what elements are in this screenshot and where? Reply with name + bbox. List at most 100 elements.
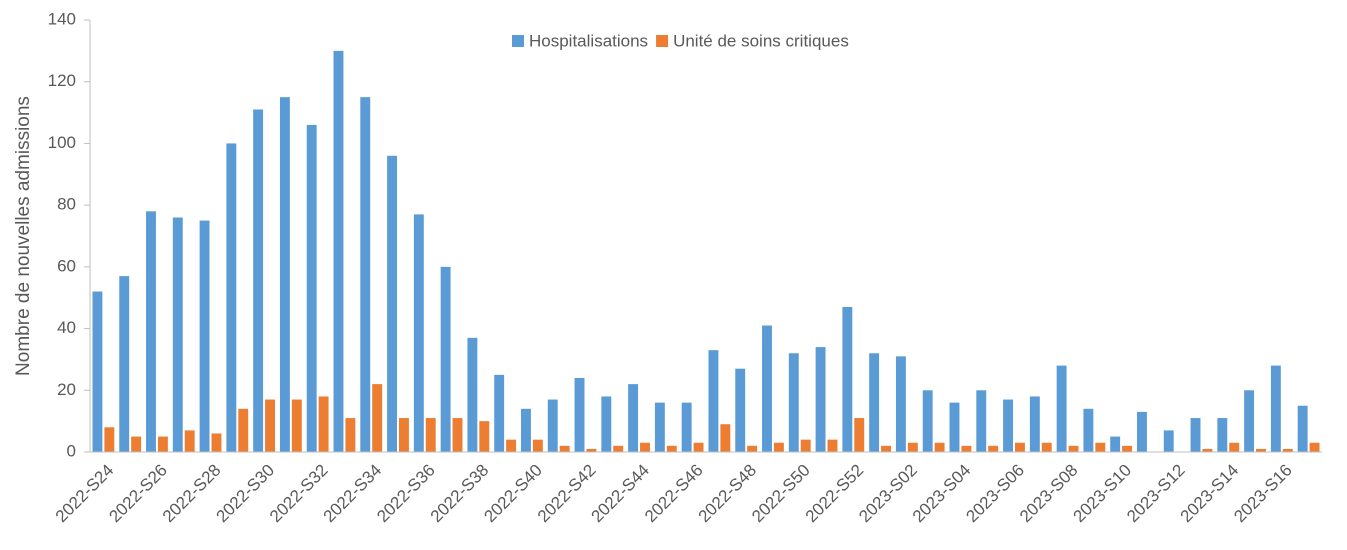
bar [1282, 448, 1293, 452]
y-tick-label: 80 [57, 195, 76, 214]
bar [574, 377, 585, 452]
bar [318, 396, 329, 452]
bar [681, 402, 692, 452]
bar [922, 390, 933, 452]
bar [333, 50, 344, 452]
bar [279, 97, 290, 453]
bar [1137, 411, 1147, 452]
y-axis-label: Nombre de nouvelles admissions [13, 96, 34, 376]
x-tick-label: 2022-S34 [320, 461, 386, 527]
bar [815, 347, 826, 452]
x-tick-label: 2022-S42 [534, 461, 600, 527]
x-tick-label: 2022-S50 [748, 461, 814, 527]
legend-label: Unité de soins critiques [673, 31, 849, 50]
bar [291, 399, 302, 452]
bar [413, 214, 424, 452]
bar [1244, 390, 1255, 452]
bar [586, 448, 597, 452]
x-tick-label: 2022-S52 [802, 461, 868, 527]
bar [869, 353, 880, 452]
x-tick-label: 2022-S24 [52, 461, 118, 527]
bar [988, 445, 999, 452]
bar [949, 402, 960, 452]
x-tick-label: 2023-S16 [1230, 461, 1296, 527]
x-tick-label: 2023-S14 [1177, 461, 1243, 527]
bar [547, 399, 558, 452]
bar [827, 439, 838, 452]
x-tick-label: 2023-S04 [909, 461, 975, 527]
bar [1202, 448, 1213, 452]
bar [360, 97, 371, 453]
bar [1122, 445, 1133, 452]
legend-swatch [512, 35, 524, 47]
bar [976, 390, 987, 452]
bar [199, 220, 210, 452]
bar [1217, 418, 1228, 452]
bar [800, 439, 811, 452]
x-tick-label: 2022-S28 [159, 461, 225, 527]
bar [131, 436, 142, 452]
bar [1190, 418, 1201, 452]
bar [1297, 405, 1308, 452]
bar [934, 442, 945, 452]
bar [372, 384, 383, 452]
bar [479, 421, 490, 452]
bar [399, 418, 409, 452]
bar [654, 402, 665, 452]
bar [1309, 442, 1320, 452]
bar [345, 418, 356, 452]
bar [720, 424, 731, 452]
x-tick-label: 2022-S48 [695, 461, 761, 527]
bar [92, 291, 103, 452]
x-tick-label: 2023-S06 [962, 461, 1028, 527]
bar [1041, 442, 1052, 452]
bar [601, 396, 612, 452]
bar [425, 418, 436, 452]
bar [666, 445, 677, 452]
x-tick-label: 2023-S02 [855, 461, 921, 527]
bar [559, 445, 570, 452]
bar [895, 356, 906, 452]
bar [1256, 448, 1266, 452]
bar [440, 266, 451, 452]
x-tick-label: 2023-S10 [1070, 461, 1136, 527]
bar [467, 337, 478, 452]
bar [306, 124, 317, 453]
y-tick-label: 140 [48, 9, 76, 28]
bar [628, 384, 639, 452]
bar [1270, 365, 1281, 452]
x-tick-label: 2022-S32 [266, 461, 332, 527]
bar [747, 445, 758, 452]
bar [265, 399, 275, 452]
x-tick-label: 2022-S40 [480, 461, 546, 527]
bar [1110, 436, 1121, 452]
bar [1068, 445, 1079, 452]
x-tick-label: 2022-S36 [373, 461, 439, 527]
bar [157, 436, 168, 452]
y-tick-label: 60 [57, 256, 76, 275]
bar [532, 439, 543, 452]
bar [854, 418, 865, 452]
x-tick-label: 2022-S46 [641, 461, 707, 527]
bar [146, 211, 156, 452]
bar [708, 350, 719, 452]
bar [640, 442, 650, 452]
y-tick-label: 100 [48, 133, 76, 152]
bar [961, 445, 972, 452]
bar [788, 353, 799, 452]
bar [693, 442, 704, 452]
bar [253, 109, 264, 452]
bar [613, 445, 624, 452]
bar [1015, 442, 1025, 452]
bar [506, 439, 517, 452]
y-tick-label: 0 [67, 441, 76, 460]
bar [521, 408, 531, 452]
bar [211, 433, 222, 452]
bar [452, 418, 463, 452]
x-tick-label: 2022-S30 [213, 461, 279, 527]
bar [387, 155, 397, 452]
bar [1056, 365, 1067, 452]
bar [104, 427, 115, 452]
bar [842, 306, 853, 452]
